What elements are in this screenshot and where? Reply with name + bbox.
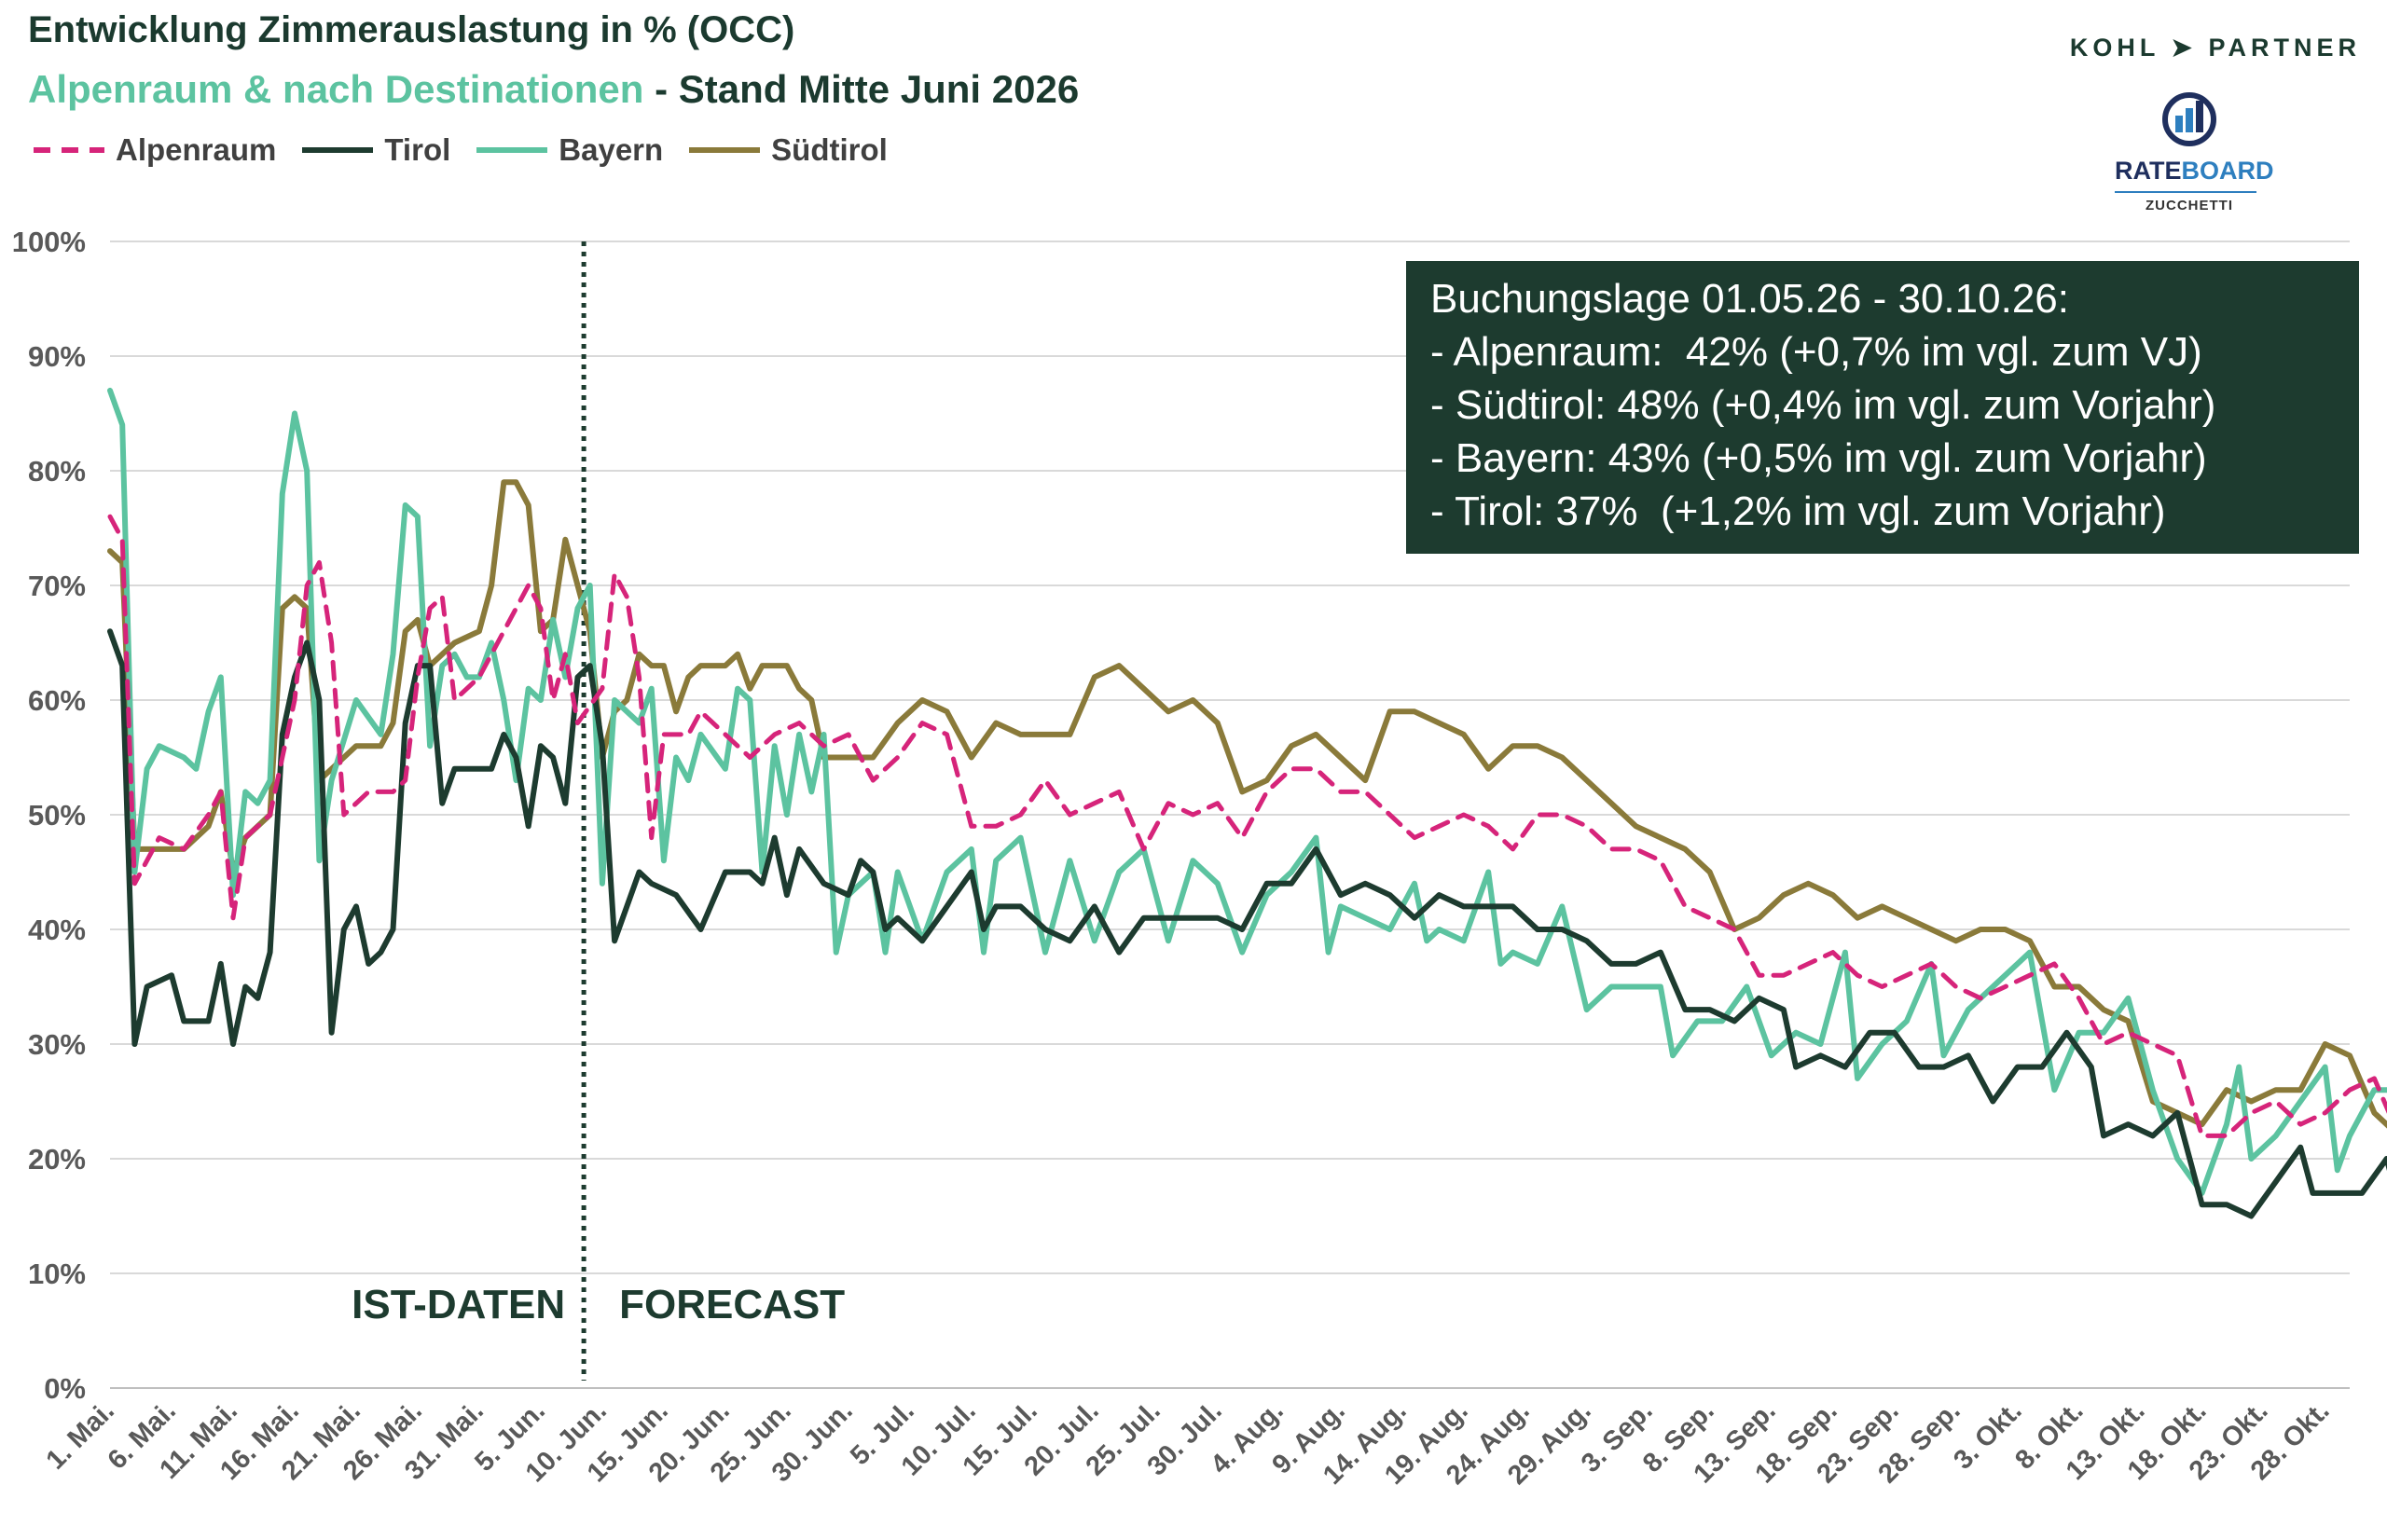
series-line-alpenraum <box>107 514 2387 1138</box>
y-tick-label: 30% <box>28 1028 86 1061</box>
y-tick-label: 40% <box>28 914 86 946</box>
legend-item-tirol: Tirol <box>300 132 450 168</box>
rateboard-divider <box>2115 191 2256 193</box>
chart-title: Entwicklung Zimmerauslastung in % (OCC) <box>28 9 795 50</box>
legend-item-suedtirol: Südtirol <box>687 132 888 168</box>
booking-info-box: Buchungslage 01.05.26 - 30.10.26: - Alpe… <box>1406 261 2359 554</box>
y-tick-label: 70% <box>28 570 86 602</box>
y-tick-label: 20% <box>28 1143 86 1176</box>
info-line: - Südtirol: 48% (+0,4% im vgl. zum Vorja… <box>1430 382 2216 428</box>
legend-swatch <box>476 147 548 153</box>
rateboard-subtitle: ZUCCHETTI <box>2146 198 2233 213</box>
legend: Alpenraum Tirol Bayern Südtirol <box>32 132 888 168</box>
series-line-suedtirol <box>107 479 2387 1129</box>
legend-item-alpenraum: Alpenraum <box>32 132 276 168</box>
y-tick-label: 60% <box>28 684 86 717</box>
series-line-tirol <box>107 628 2387 1219</box>
info-line: - Tirol: 37% (+1,2% im vgl. zum Vorjahr) <box>1430 488 2166 534</box>
forecast-label: FORECAST <box>619 1282 845 1327</box>
rateboard-wordmark: RATEBOARD <box>2115 157 2274 186</box>
legend-swatch <box>689 147 761 153</box>
subtitle-rest: - Stand Mitte Juni 2026 <box>643 67 1080 111</box>
ist-daten-label: IST-DATEN <box>352 1282 565 1327</box>
y-tick-label: 90% <box>28 340 86 373</box>
legend-label: Südtirol <box>771 132 888 167</box>
series-line-bayern <box>107 387 2387 1196</box>
kohl-partner-logo: KOHL ➤ PARTNER <box>2069 34 2361 62</box>
rateboard-logo-icon <box>2162 92 2216 146</box>
legend-swatch <box>302 147 374 153</box>
y-tick-label: 0% <box>44 1372 86 1405</box>
legend-label: Bayern <box>559 132 664 167</box>
legend-item-bayern: Bayern <box>475 132 663 168</box>
info-line: - Bayern: 43% (+0,5% im vgl. zum Vorjahr… <box>1430 435 2207 481</box>
y-tick-label: 80% <box>28 455 86 488</box>
subtitle-accent: Alpenraum & nach Destinationen <box>28 67 644 111</box>
y-tick-label: 100% <box>12 226 86 258</box>
y-tick-label: 10% <box>28 1258 86 1290</box>
chart-subtitle: Alpenraum & nach Destinationen - Stand M… <box>28 67 1079 112</box>
x-tick-label: 3. Okt. <box>1948 1396 2027 1475</box>
info-line: - Alpenraum: 42% (+0,7% im vgl. zum VJ) <box>1430 329 2202 375</box>
legend-swatch <box>34 147 104 153</box>
rateboard-rate: RATE <box>2115 157 2182 185</box>
legend-label: Alpenraum <box>116 132 277 167</box>
legend-label: Tirol <box>384 132 451 167</box>
y-tick-label: 50% <box>28 799 86 832</box>
x-tick-label: 1. Mai. <box>41 1396 120 1475</box>
info-line: Buchungslage 01.05.26 - 30.10.26: <box>1430 276 2069 322</box>
rateboard-board: BOARD <box>2181 157 2274 185</box>
